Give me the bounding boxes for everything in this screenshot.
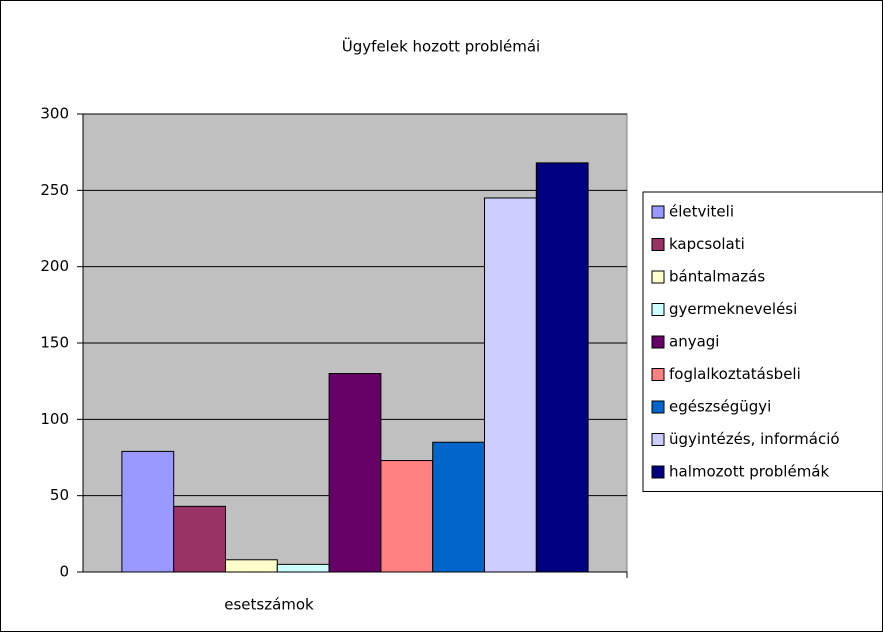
- legend-swatch: [651, 368, 665, 381]
- legend-label: ügyintézés, információ: [669, 430, 840, 448]
- legend-label: egészségügyi: [669, 398, 771, 416]
- x-tick-label: esetszámok: [224, 596, 314, 614]
- bar: [380, 460, 434, 573]
- y-tick-label: 100: [40, 410, 69, 428]
- legend-label: életviteli: [669, 203, 734, 221]
- legend-box: [642, 191, 883, 492]
- legend-label: halmozott problémák: [669, 463, 829, 481]
- legend-swatch: [651, 238, 665, 251]
- y-tick-label: 300: [40, 105, 69, 123]
- bar: [328, 373, 382, 573]
- y-tick-label: 250: [40, 181, 69, 199]
- bar: [432, 441, 486, 573]
- bar: [535, 162, 589, 573]
- legend-swatch: [651, 465, 665, 479]
- chart-title: Ügyfelek hozott problémái: [342, 37, 540, 56]
- bar: [276, 563, 330, 573]
- bar: [484, 197, 537, 573]
- bar: [224, 559, 278, 573]
- legend-swatch: [651, 270, 665, 284]
- y-tick-label: 200: [40, 257, 69, 275]
- legend-swatch: [651, 205, 665, 219]
- bar: [173, 505, 226, 573]
- legend-label: kapcsolati: [669, 235, 745, 253]
- legend-swatch: [651, 400, 665, 414]
- legend-label: foglalkoztatásbeli: [669, 365, 801, 383]
- y-tick-label: 50: [50, 486, 69, 504]
- legend-swatch: [651, 335, 665, 349]
- legend-label: gyermeknevelési: [669, 300, 797, 318]
- legend-swatch: [651, 303, 665, 316]
- bar: [121, 450, 175, 573]
- legend-swatch: [651, 433, 665, 446]
- legend-label: anyagi: [669, 333, 719, 351]
- legend-label: bántalmazás: [669, 268, 765, 286]
- y-tick-label: 150: [40, 334, 69, 352]
- y-tick-label: 0: [59, 563, 69, 581]
